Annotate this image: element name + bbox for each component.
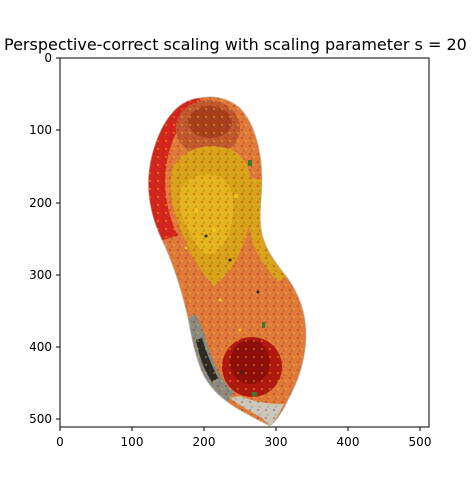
x-tick-label: 300	[265, 435, 288, 449]
y-tick-label: 100	[29, 123, 52, 137]
x-axis: 0 100 200 300 400 500	[56, 427, 431, 449]
y-tick-label: 400	[29, 340, 52, 354]
y-tick-label: 200	[29, 196, 52, 210]
foot-render	[147, 96, 307, 427]
y-axis: 0 100 200 300 400 500	[29, 51, 60, 426]
x-tick-label: 200	[193, 435, 216, 449]
x-tick-label: 100	[121, 435, 144, 449]
x-tick-label: 0	[56, 435, 64, 449]
y-tick-label: 300	[29, 268, 52, 282]
x-tick-label: 400	[337, 435, 360, 449]
axes-frame	[59, 57, 430, 428]
y-tick-label: 500	[29, 412, 52, 426]
x-tick-label: 500	[409, 435, 432, 449]
y-tick-label: 0	[44, 51, 52, 65]
chart-title: Perspective-correct scaling with scaling…	[4, 35, 467, 54]
